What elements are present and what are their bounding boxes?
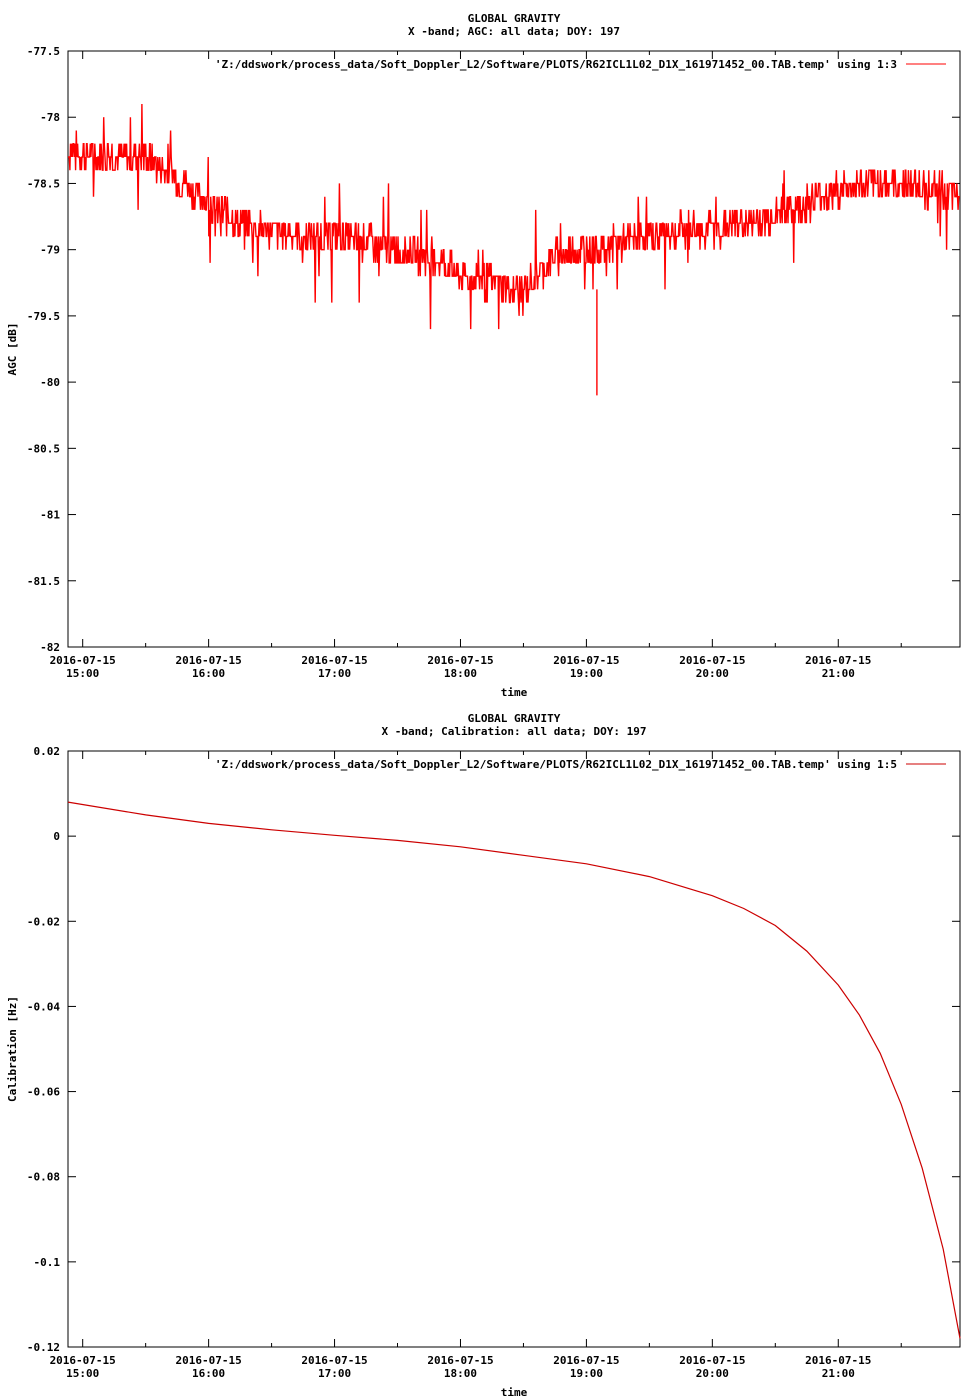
y-tick-label: -82 — [40, 641, 60, 654]
y-tick-label: -79.5 — [27, 310, 60, 323]
x-tick-label-time: 16:00 — [192, 1367, 225, 1380]
legend-label: 'Z:/ddswork/process_data/Soft_Doppler_L2… — [215, 58, 897, 71]
x-tick-label-date: 2016-07-15 — [50, 1354, 116, 1367]
x-axis-label: time — [501, 686, 528, 699]
y-tick-label: -0.08 — [27, 1171, 60, 1184]
x-tick-label-time: 15:00 — [66, 667, 99, 680]
x-tick-label-time: 20:00 — [696, 1367, 729, 1380]
x-tick-label-date: 2016-07-15 — [176, 1354, 242, 1367]
y-tick-label: -81.5 — [27, 575, 60, 588]
x-tick-label-date: 2016-07-15 — [427, 654, 493, 667]
x-tick-label-date: 2016-07-15 — [805, 654, 871, 667]
x-tick-label-time: 19:00 — [570, 667, 603, 680]
x-tick-label-date: 2016-07-15 — [176, 654, 242, 667]
legend-label: 'Z:/ddswork/process_data/Soft_Doppler_L2… — [215, 758, 897, 771]
x-tick-label-date: 2016-07-15 — [553, 1354, 619, 1367]
chart-title: GLOBAL GRAVITY — [468, 12, 561, 25]
chart-subtitle: X -band; AGC: all data; DOY: 197 — [408, 25, 620, 38]
x-tick-label-date: 2016-07-15 — [301, 1354, 367, 1367]
x-tick-label-time: 16:00 — [192, 667, 225, 680]
x-tick-label-time: 20:00 — [696, 667, 729, 680]
x-tick-label-time: 17:00 — [318, 1367, 351, 1380]
y-tick-label: 0 — [53, 830, 60, 843]
series-line — [68, 103, 960, 396]
y-tick-label: -0.06 — [27, 1086, 60, 1099]
y-tick-label: -78 — [40, 111, 60, 124]
x-axis-label: time — [501, 1386, 528, 1399]
y-tick-label: -77.5 — [27, 45, 60, 58]
y-tick-label: -0.12 — [27, 1341, 60, 1354]
x-tick-label-time: 17:00 — [318, 667, 351, 680]
chart-title: GLOBAL GRAVITY — [468, 712, 561, 725]
x-tick-label-time: 21:00 — [822, 1367, 855, 1380]
series-line — [67, 801, 961, 1339]
y-tick-label: -80 — [40, 376, 60, 389]
x-tick-label-date: 2016-07-15 — [301, 654, 367, 667]
x-tick-label-date: 2016-07-15 — [805, 1354, 871, 1367]
y-tick-label: -80.5 — [27, 442, 60, 455]
y-tick-label: -81 — [40, 509, 60, 522]
y-tick-label: -0.02 — [27, 915, 60, 928]
chart-subtitle: X -band; Calibration: all data; DOY: 197 — [382, 725, 647, 738]
x-tick-label-date: 2016-07-15 — [553, 654, 619, 667]
y-tick-label: -0.1 — [34, 1256, 61, 1269]
y-tick-label: -0.04 — [27, 1000, 60, 1013]
y-tick-label: -79 — [40, 244, 60, 257]
y-tick-label: 0.02 — [34, 745, 61, 758]
y-axis-label: AGC [dB] — [6, 323, 19, 376]
x-tick-label-time: 18:00 — [444, 1367, 477, 1380]
y-axis-label: Calibration [Hz] — [6, 996, 19, 1102]
x-tick-label-date: 2016-07-15 — [679, 1354, 745, 1367]
plot-frame — [67, 750, 961, 1348]
plot-frame — [67, 50, 961, 648]
x-tick-label-time: 21:00 — [822, 667, 855, 680]
x-tick-label-time: 15:00 — [66, 1367, 99, 1380]
x-tick-label-date: 2016-07-15 — [427, 1354, 493, 1367]
x-tick-label-time: 19:00 — [570, 1367, 603, 1380]
x-tick-label-time: 18:00 — [444, 667, 477, 680]
x-tick-label-date: 2016-07-15 — [50, 654, 116, 667]
x-tick-label-date: 2016-07-15 — [679, 654, 745, 667]
y-tick-label: -78.5 — [27, 177, 60, 190]
